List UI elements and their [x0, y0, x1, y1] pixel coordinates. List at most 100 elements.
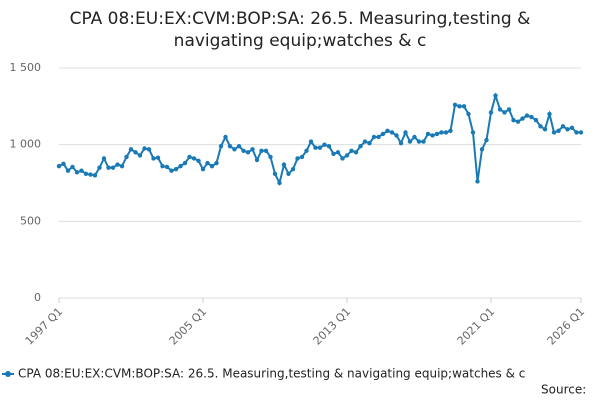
data-point	[565, 127, 570, 132]
data-point	[542, 127, 548, 132]
data-point	[173, 167, 179, 172]
y-tick-label: 500	[20, 214, 41, 227]
data-point	[169, 168, 174, 173]
data-point	[263, 148, 269, 153]
data-point	[70, 164, 75, 170]
data-point	[254, 157, 260, 163]
data-point	[178, 163, 183, 169]
data-point	[461, 104, 467, 109]
x-tick-label: 2013 Q1	[311, 305, 354, 348]
data-point	[470, 130, 476, 135]
data-point	[146, 147, 152, 152]
source-label: Source:	[541, 383, 586, 397]
data-point	[479, 147, 485, 152]
data-point	[407, 139, 413, 144]
data-point	[506, 107, 512, 112]
data-point	[380, 131, 386, 137]
data-point	[493, 93, 498, 98]
data-point	[250, 147, 255, 152]
data-point	[137, 153, 143, 158]
data-point	[65, 168, 71, 173]
data-point	[164, 164, 170, 170]
data-point	[475, 179, 480, 184]
data-point	[241, 148, 246, 153]
data-point	[317, 145, 323, 150]
data-point	[142, 146, 147, 151]
data-point	[488, 110, 494, 115]
data-point	[236, 144, 242, 149]
data-point	[322, 142, 327, 147]
data-point	[56, 163, 62, 169]
data-point	[560, 124, 566, 129]
data-point	[187, 154, 192, 160]
data-point	[205, 160, 210, 166]
data-point	[151, 156, 156, 161]
data-point	[218, 144, 224, 149]
data-point	[74, 170, 80, 175]
data-point	[335, 150, 341, 155]
data-point	[439, 130, 444, 135]
data-point	[313, 145, 318, 150]
data-point	[349, 148, 354, 153]
data-point	[578, 130, 584, 135]
data-point	[385, 128, 390, 134]
data-point	[511, 117, 516, 123]
data-point	[196, 158, 201, 163]
data-point	[191, 156, 197, 161]
data-point	[533, 117, 539, 123]
data-point	[452, 102, 458, 108]
data-point	[83, 171, 89, 176]
data-point	[358, 144, 363, 149]
data-point	[389, 130, 395, 135]
data-point	[101, 156, 107, 161]
legend-marker	[5, 371, 11, 377]
data-point	[61, 161, 66, 167]
x-tick-label: 1997 Q1	[23, 305, 66, 348]
data-point	[277, 180, 282, 186]
data-point	[515, 119, 521, 124]
data-point	[502, 110, 507, 115]
data-point	[295, 156, 300, 161]
data-point	[520, 116, 525, 121]
y-tick-label: 1 500	[10, 61, 42, 74]
data-point	[128, 147, 134, 152]
data-point	[421, 139, 426, 144]
data-point	[353, 150, 359, 155]
data-point	[133, 150, 138, 155]
data-point	[304, 148, 309, 153]
chart-title: CPA 08:EU:EX:CVM:BOP:SA: 26.5. Measuring…	[69, 9, 531, 51]
data-point	[88, 172, 93, 177]
data-point	[290, 167, 296, 172]
data-point	[556, 128, 561, 134]
data-point	[209, 163, 215, 169]
data-point	[160, 163, 165, 169]
y-tick-label: 0	[34, 291, 41, 304]
data-point	[79, 168, 84, 173]
data-point	[371, 134, 377, 140]
data-point	[124, 154, 129, 160]
series-line	[58, 92, 581, 186]
data-point	[115, 162, 120, 167]
legend-label: CPA 08:EU:EX:CVM:BOP:SA: 26.5. Measuring…	[18, 367, 525, 381]
data-point	[214, 160, 219, 166]
data-point	[394, 133, 399, 138]
data-point	[227, 144, 233, 149]
data-point	[457, 104, 462, 109]
data-point	[416, 139, 422, 144]
data-point	[106, 165, 111, 170]
data-point	[569, 125, 575, 130]
data-point	[110, 165, 116, 170]
data-point	[155, 155, 161, 160]
data-point	[367, 140, 372, 146]
data-point	[362, 139, 368, 144]
data-point	[97, 165, 102, 170]
data-point	[344, 153, 350, 158]
data-point	[403, 130, 408, 135]
data-point	[272, 171, 278, 176]
data-point	[200, 167, 206, 172]
data-point	[92, 173, 98, 178]
data-point	[484, 137, 489, 143]
y-tick-label: 1 000	[10, 138, 42, 151]
